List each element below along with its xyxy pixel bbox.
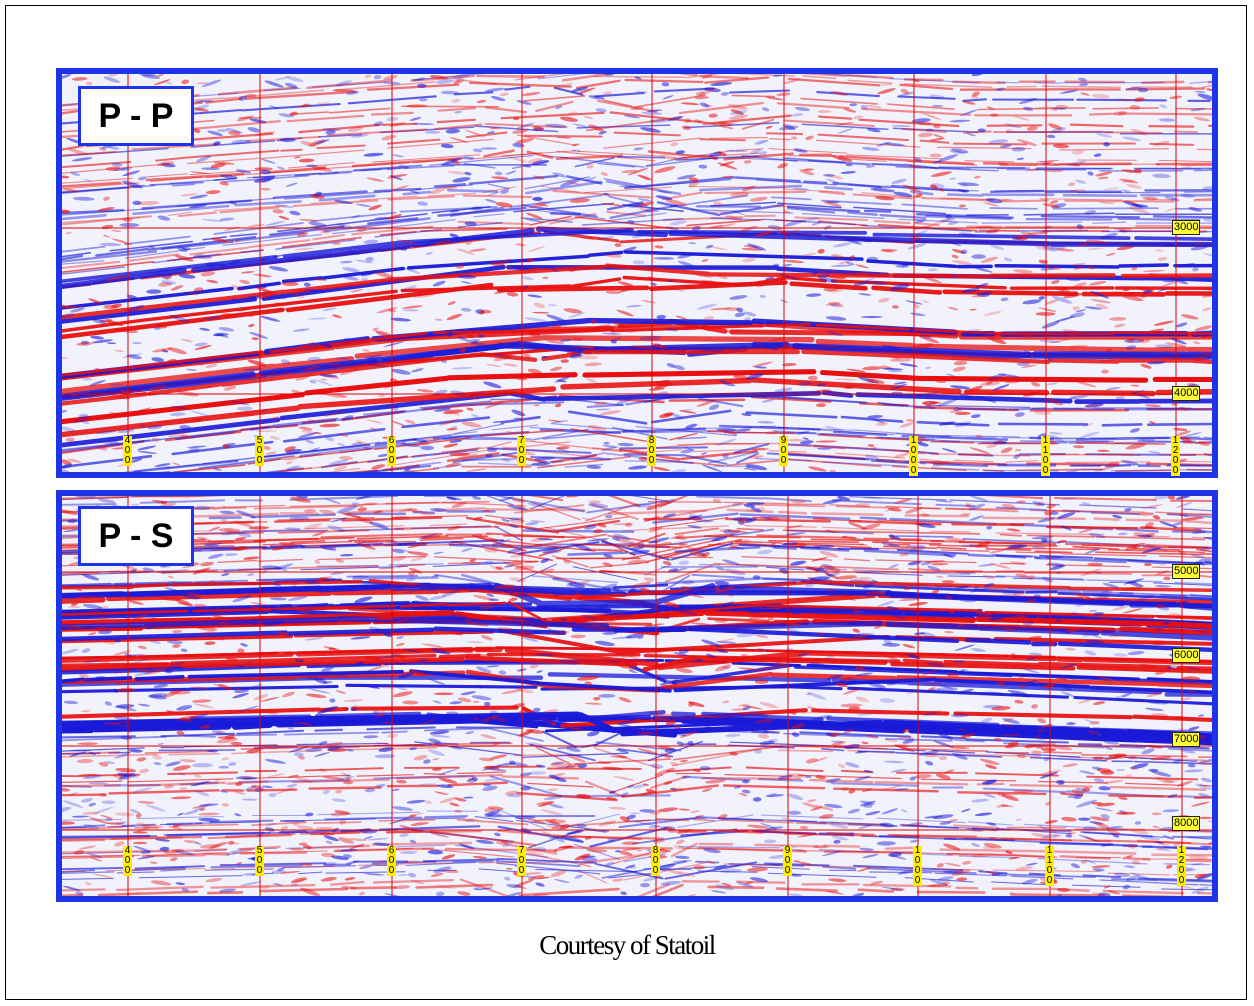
pp-trace-label: 700 [517, 435, 526, 466]
ps-trace-label: 1100 [1045, 845, 1054, 886]
ps-trace-label: 1200 [1177, 845, 1186, 886]
pp-trace-label: 500 [255, 435, 264, 466]
ps-time-label: 6000 [1172, 648, 1201, 663]
pp-trace-label: 1100 [1041, 435, 1050, 476]
ps-trace-label: 400 [123, 845, 132, 876]
pp-trace-label: 600 [387, 435, 396, 466]
pp-badge: P - P [78, 86, 194, 146]
ps-trace-label: 700 [517, 845, 526, 876]
pp-trace-label: 900 [779, 435, 788, 466]
ps-seismic-panel [56, 490, 1218, 902]
ps-time-label: 8000 [1172, 816, 1201, 831]
pp-trace-label: 1200 [1171, 435, 1180, 476]
ps-trace-label: 800 [651, 845, 660, 876]
ps-trace-label: 500 [255, 845, 264, 876]
pp-seismic-section [62, 74, 1212, 472]
ps-seismic-section [62, 496, 1212, 896]
pp-trace-label: 800 [647, 435, 656, 466]
pp-time-label: 4000 [1172, 386, 1201, 401]
pp-time-label: 3000 [1172, 220, 1201, 235]
credit-text: Courtesy of Statoil [539, 930, 716, 960]
ps-time-label: 5000 [1172, 564, 1201, 579]
ps-trace-label: 600 [387, 845, 396, 876]
ps-trace-label: 1000 [913, 845, 922, 886]
ps-trace-label: 900 [783, 845, 792, 876]
pp-trace-label: 400 [123, 435, 132, 466]
pp-seismic-panel [56, 68, 1218, 478]
ps-badge: P - S [78, 506, 194, 566]
ps-time-label: 7000 [1172, 732, 1201, 747]
pp-trace-label: 1000 [909, 435, 918, 476]
